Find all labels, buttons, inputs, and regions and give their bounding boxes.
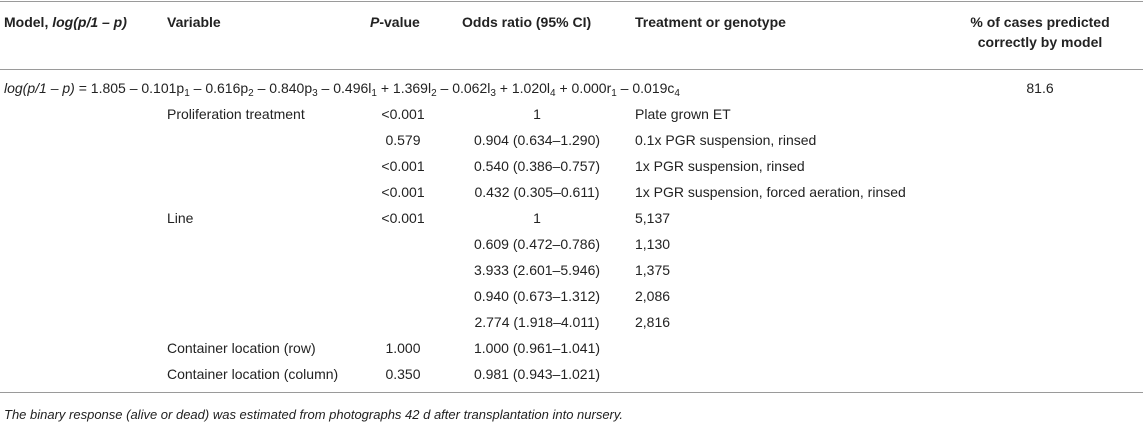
header-model: Model, log(p/1 – p) bbox=[4, 13, 127, 31]
cell-odds-ratio: 1.000 (0.961–1.041) bbox=[473, 340, 601, 356]
table-bottom-rule bbox=[0, 392, 1143, 393]
model-term-subscript: 3 bbox=[312, 88, 318, 99]
cell-odds-ratio: 0.540 (0.386–0.757) bbox=[473, 158, 601, 174]
cell-pvalue: 0.350 bbox=[385, 366, 421, 382]
cell-odds-ratio: 2.774 (1.918–4.011) bbox=[474, 314, 600, 330]
cell-treatment: 1,130 bbox=[635, 236, 671, 252]
model-terms: = 1.805 – 0.101p1 – 0.616p2 – 0.840p3 – … bbox=[74, 80, 680, 99]
cell-treatment: 2,086 bbox=[635, 288, 671, 304]
header-cases-line1: % of cases predicted bbox=[970, 14, 1110, 30]
table-footnote: The binary response (alive or dead) was … bbox=[4, 407, 624, 422]
cell-odds-ratio: 0.904 (0.634–1.290) bbox=[473, 132, 601, 148]
model-term: + 0.000r bbox=[555, 80, 612, 96]
model-term: – 0.496l bbox=[317, 80, 372, 96]
cell-variable: Container location (row) bbox=[167, 340, 316, 356]
cell-variable: Proliferation treatment bbox=[167, 106, 305, 122]
cell-odds-ratio: 3.933 (2.601–5.946) bbox=[473, 262, 601, 278]
model-equation: log(p/1 – p) = 1.805 – 0.101p1 – 0.616p2… bbox=[4, 79, 680, 99]
cell-treatment: 2,816 bbox=[635, 314, 671, 330]
model-term: – 0.840p bbox=[253, 80, 313, 96]
header-variable: Variable bbox=[167, 14, 221, 30]
cell-variable: Container location (column) bbox=[167, 366, 339, 382]
cell-odds-ratio: 0.432 (0.305–0.611) bbox=[474, 184, 600, 200]
header-model-prefix: Model, bbox=[4, 14, 53, 30]
header-rule bbox=[0, 69, 1143, 70]
model-term: + 1.369l bbox=[376, 80, 432, 96]
cell-variable: Line bbox=[167, 210, 194, 226]
cell-treatment: 1x PGR suspension, forced aeration, rins… bbox=[635, 184, 906, 200]
model-term-subscript: 4 bbox=[550, 88, 556, 99]
model-percent-correct: 81.6 bbox=[1026, 80, 1054, 96]
cell-treatment: 1,375 bbox=[635, 262, 671, 278]
cell-treatment: 5,137 bbox=[635, 210, 671, 226]
cell-odds-ratio: 1 bbox=[533, 210, 541, 226]
model-term-subscript: 1 bbox=[371, 88, 377, 99]
cell-odds-ratio: 0.981 (0.943–1.021) bbox=[473, 366, 601, 382]
model-term-subscript: 1 bbox=[611, 88, 617, 99]
model-term-subscript: 3 bbox=[490, 88, 496, 99]
model-term: = 1.805 – 0.101p bbox=[74, 80, 185, 96]
cell-pvalue: <0.001 bbox=[381, 210, 425, 226]
model-lhs: log(p/1 – p) bbox=[4, 80, 75, 96]
cell-pvalue: 0.579 bbox=[385, 132, 421, 148]
cell-odds-ratio: 0.609 (0.472–0.786) bbox=[473, 236, 601, 252]
cell-treatment: 1x PGR suspension, rinsed bbox=[635, 158, 805, 174]
cell-treatment: Plate grown ET bbox=[635, 106, 731, 122]
header-cases-line2: correctly by model bbox=[977, 34, 1103, 50]
model-term: – 0.062l bbox=[436, 80, 491, 96]
cell-pvalue: <0.001 bbox=[381, 158, 425, 174]
cell-pvalue: 1.000 bbox=[385, 340, 421, 356]
table-top-rule bbox=[0, 1, 1143, 2]
model-term: – 0.019c bbox=[616, 80, 675, 96]
model-term: – 0.616p bbox=[189, 80, 249, 96]
cell-pvalue: <0.001 bbox=[381, 106, 425, 122]
header-treatment: Treatment or genotype bbox=[635, 14, 786, 30]
cell-odds-ratio: 1 bbox=[533, 106, 541, 122]
header-pvalue-rest: -value bbox=[379, 14, 420, 30]
model-term-subscript: 2 bbox=[248, 88, 254, 99]
header-model-expr: log(p/1 – p) bbox=[52, 14, 127, 30]
cell-pvalue: <0.001 bbox=[381, 184, 425, 200]
model-term-subscript: 4 bbox=[674, 88, 680, 99]
header-pvalue: P-value bbox=[370, 13, 436, 31]
model-term-subscript: 2 bbox=[431, 88, 437, 99]
model-term: + 1.020l bbox=[495, 80, 551, 96]
cell-odds-ratio: 0.940 (0.673–1.312) bbox=[473, 288, 601, 304]
header-pvalue-italic: P bbox=[370, 14, 380, 30]
cell-treatment: 0.1x PGR suspension, rinsed bbox=[635, 132, 817, 148]
model-term-subscript: 1 bbox=[184, 88, 190, 99]
header-odds-ratio: Odds ratio (95% CI) bbox=[462, 14, 592, 30]
